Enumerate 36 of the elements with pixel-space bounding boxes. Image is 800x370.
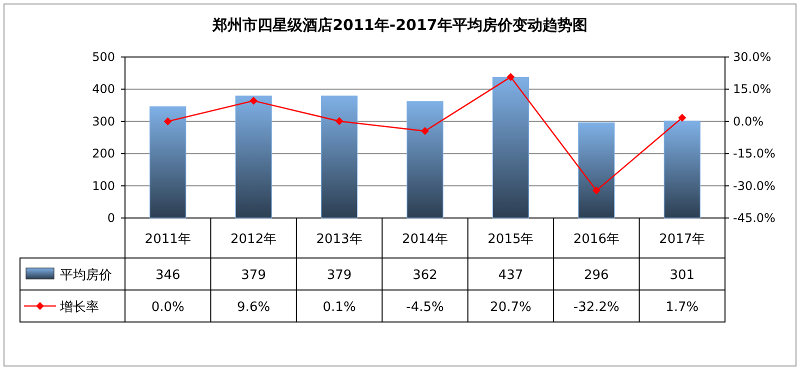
x-tick-label: 2017年 [659,232,706,247]
x-tick-label: 2011年 [144,232,191,247]
y2-tick-label: 30.0% [733,50,772,64]
data-label: 437 [498,268,524,283]
y2-tick-label: -15.0% [733,146,776,161]
data-label: 301 [670,268,695,283]
y-tick-label: 0 [107,211,115,225]
x-tick-label: 2012年 [230,232,277,247]
y2-tick-label: -45.0% [733,211,776,225]
data-label: -4.5% [406,300,444,315]
y-tick-label: 400 [92,82,115,96]
legend-label: 平均房价 [60,267,112,283]
data-label: 0.1% [322,300,356,315]
y-tick-label: 300 [92,114,115,128]
chart-title: 郑州市四星级酒店2011年-2017年平均房价变动趋势图 [212,16,588,34]
data-label: -32.2% [573,300,620,315]
data-label: 362 [412,268,438,283]
legend-label: 增长率 [59,299,99,315]
data-label: 296 [584,268,609,283]
data-label: 9.6% [237,300,270,315]
data-label: 379 [326,268,352,283]
data-label: 20.7% [490,300,532,315]
data-label: 379 [241,268,266,283]
x-tick-label: 2015年 [488,232,534,247]
y2-tick-label: 15.0% [733,82,772,96]
x-tick-label: 2014年 [402,232,448,247]
data-label: 1.7% [666,300,699,315]
x-tick-label: 2016年 [573,232,620,247]
data-label: 346 [155,268,180,283]
data-label: 0.0% [151,300,184,315]
y-tick-label: 100 [92,178,115,193]
x-tick-label: 2013年 [316,232,362,247]
y2-tick-label: -30.0% [733,178,776,193]
y-tick-label: 500 [92,50,115,64]
y2-tick-label: 0.0% [733,114,764,128]
y-tick-label: 200 [92,146,115,161]
